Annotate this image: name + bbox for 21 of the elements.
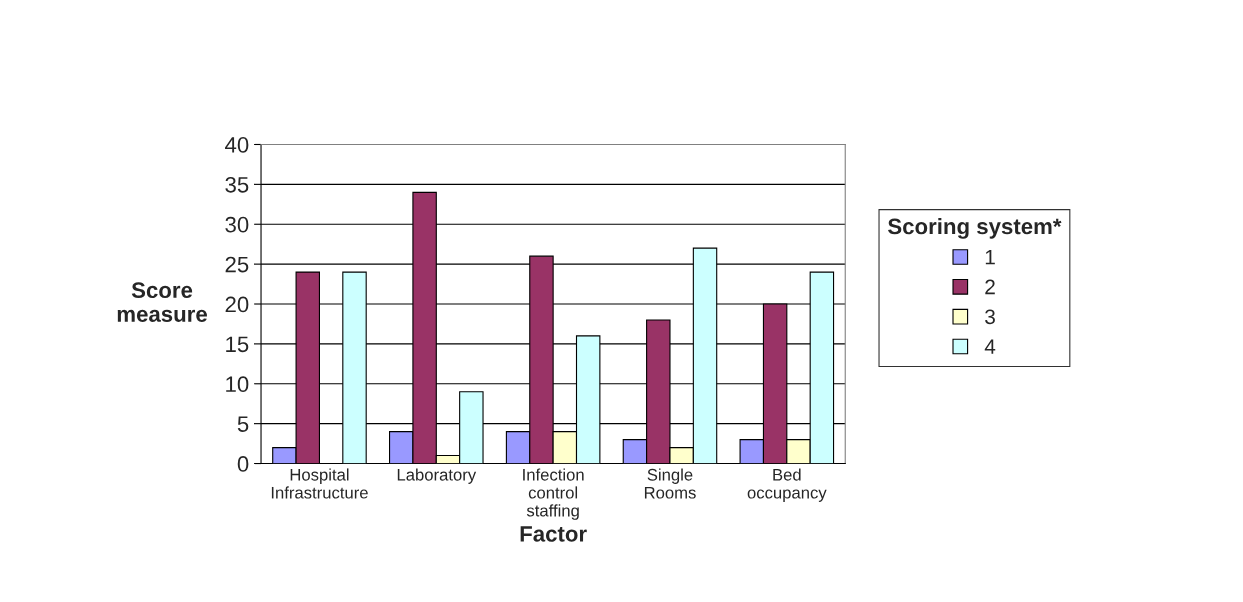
y-axis-title: Score measure [117, 282, 207, 322]
y-tick-label: 20 [225, 296, 249, 313]
x-tick-label: Single Rooms [644, 468, 696, 499]
y-tick-label: 40 [225, 137, 249, 153]
legend-label: 1 [985, 249, 995, 265]
legend-title: Scoring system* [888, 217, 1062, 239]
x-tick-label: Hospital Infrastructure [271, 468, 368, 499]
y-tick-label: 15 [226, 336, 249, 353]
legend-label: 2 [985, 279, 995, 295]
x-axis-title: Factor [520, 526, 587, 542]
y-tick-label: 5 [237, 416, 249, 432]
legend-label: 3 [985, 309, 995, 325]
y-tick-label: 10 [226, 376, 249, 393]
y-tick-label: 25 [225, 256, 249, 273]
x-tick-label: Bed occupancy [747, 468, 827, 502]
y-tick-label: 0 [237, 456, 249, 472]
y-tick-label: 35 [225, 176, 249, 193]
y-tick-label: 30 [225, 216, 249, 233]
x-tick-label: Laboratory [397, 468, 477, 484]
x-tick-label: Infection control staffing [523, 468, 584, 520]
legend-label: 4 [984, 339, 996, 354]
